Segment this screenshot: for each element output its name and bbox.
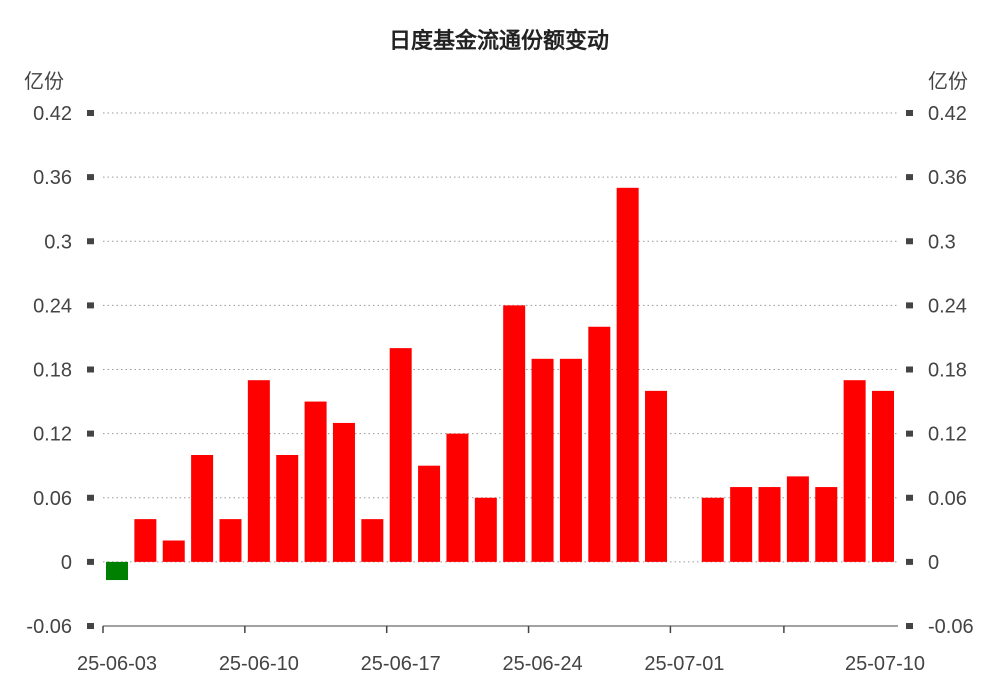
- y-tick-label-left: 0.24: [33, 295, 72, 317]
- y-tick-label-right: 0.3: [928, 231, 956, 253]
- y-tick-label-left: -0.06: [26, 616, 72, 638]
- axes: -0.06 -0.06 0 0 0.06 0.06 0.12 0.12 0.18 0.18 0.24…: [26, 103, 973, 675]
- bar: [219, 519, 242, 562]
- bars: [106, 187, 894, 581]
- y-tick-label-left: 0.42: [33, 103, 72, 125]
- bar: [191, 455, 214, 562]
- y-tick-mark-left: [87, 558, 94, 565]
- y-tick-mark-right: [906, 558, 913, 565]
- y-tick-mark-right: [906, 238, 913, 245]
- bar: [389, 348, 412, 562]
- y-tick-mark-right: [906, 302, 913, 309]
- y-tick-mark-left: [87, 110, 94, 116]
- y-tick-label-right: 0.12: [928, 424, 967, 446]
- y-tick-label-left: 0: [61, 552, 72, 574]
- x-tick-label: 25-07-01: [644, 653, 724, 675]
- y-axis-unit-right: 亿份: [928, 69, 968, 93]
- y-tick-mark-left: [87, 238, 94, 245]
- bar: [616, 187, 639, 562]
- bar: [559, 358, 582, 562]
- y-tick-label-left: 0.3: [44, 231, 72, 253]
- bar: [304, 401, 327, 562]
- y-tick-mark-left: [87, 302, 94, 309]
- bar: [531, 358, 554, 562]
- x-tick-label: 25-06-17: [361, 653, 441, 675]
- y-tick-label-right: 0.24: [928, 295, 967, 317]
- bar: [503, 305, 526, 562]
- bar: [162, 540, 185, 562]
- y-tick-mark-left: [87, 623, 94, 629]
- x-tick-label: 25-07-10: [845, 653, 925, 675]
- bar: [758, 487, 781, 562]
- bar: [872, 390, 894, 562]
- y-tick-label-right: -0.06: [928, 616, 974, 638]
- y-axis-unit-left: 亿份: [24, 69, 64, 93]
- y-tick-mark-left: [87, 366, 94, 373]
- bar: [588, 326, 611, 562]
- y-tick-mark-right: [906, 110, 913, 116]
- y-tick-mark-right: [906, 366, 913, 373]
- bar: [361, 519, 384, 562]
- chart-title: 日度基金流通份额变动: [389, 28, 609, 54]
- x-tick-label: 25-06-10: [219, 653, 299, 675]
- y-tick-label-left: 0.18: [33, 360, 72, 382]
- bar: [474, 497, 497, 562]
- bar: [134, 519, 157, 562]
- y-tick-mark-right: [906, 430, 913, 437]
- y-tick-mark-left: [87, 174, 94, 181]
- y-tick-label-right: 0.06: [928, 488, 967, 510]
- bar: [276, 455, 299, 562]
- bar: [843, 380, 866, 562]
- bar: [730, 487, 753, 562]
- y-tick-mark-right: [906, 623, 913, 629]
- bar: [446, 433, 469, 562]
- bar: [815, 487, 838, 562]
- bar: [106, 561, 128, 581]
- y-tick-label-right: 0: [928, 552, 939, 574]
- bar: [247, 380, 270, 562]
- bar: [418, 465, 441, 562]
- x-tick-label: 25-06-24: [503, 653, 583, 675]
- y-tick-mark-left: [87, 430, 94, 437]
- y-tick-mark-right: [906, 174, 913, 181]
- y-tick-label-right: 0.18: [928, 360, 967, 382]
- y-tick-mark-right: [906, 494, 913, 501]
- x-tick-label: 25-06-03: [77, 653, 157, 675]
- bar: [786, 476, 809, 562]
- bar: [645, 390, 668, 562]
- bar: [332, 422, 355, 562]
- y-tick-label-right: 0.36: [928, 167, 967, 189]
- bar: [701, 497, 724, 562]
- y-tick-label-left: 0.36: [33, 167, 72, 189]
- y-tick-label-right: 0.42: [928, 103, 967, 125]
- y-tick-label-left: 0.06: [33, 488, 72, 510]
- y-tick-label-left: 0.12: [33, 424, 72, 446]
- y-tick-mark-left: [87, 494, 94, 501]
